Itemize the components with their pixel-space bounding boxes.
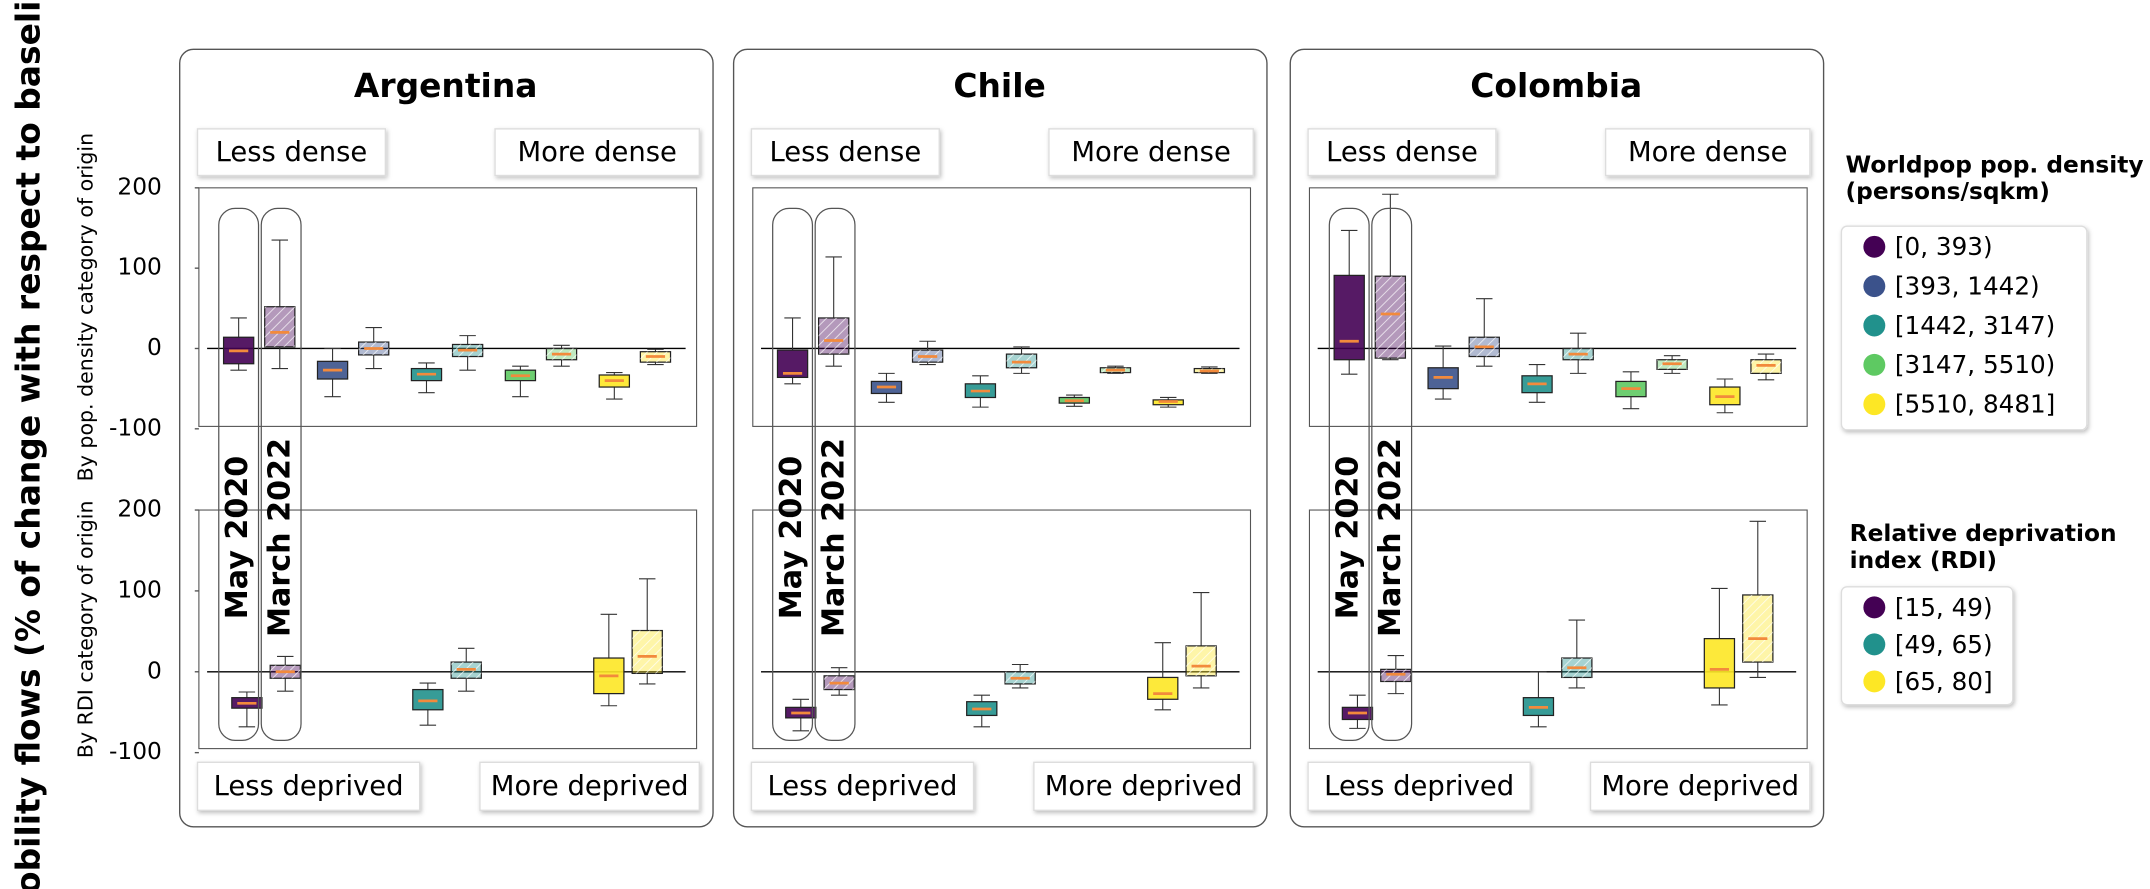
hatch — [1186, 645, 1217, 676]
country-frame — [179, 48, 714, 828]
left-label: Less dense — [216, 137, 368, 168]
box — [1147, 676, 1179, 700]
hatch — [264, 306, 295, 347]
label-box — [479, 761, 701, 811]
legend-swatch — [1863, 235, 1886, 258]
right-label: More deprived — [491, 771, 689, 802]
legend-box — [1840, 225, 2088, 431]
legend-swatch — [1863, 633, 1886, 656]
right-label: More deprived — [1601, 771, 1799, 802]
period-outline — [1371, 207, 1413, 741]
period-label: March 2022 — [1373, 438, 1408, 637]
left-label: Less deprived — [768, 771, 958, 802]
legend-label: [393, 1442) — [1895, 272, 2040, 301]
panel-frame — [198, 187, 698, 427]
y-tick-label: 100 — [117, 254, 161, 281]
right-label: More dense — [1628, 137, 1787, 168]
y-tick-label: 200 — [117, 496, 161, 523]
label-box — [1048, 128, 1254, 177]
label-box — [750, 128, 940, 177]
legend-label: [1442, 3147) — [1895, 311, 2055, 340]
label-box — [196, 128, 387, 177]
right-label: More deprived — [1045, 771, 1243, 802]
legend-swatch — [1863, 596, 1886, 619]
label-box — [750, 761, 975, 811]
country-title: Colombia — [1470, 66, 1642, 105]
box — [1703, 638, 1736, 689]
y-tick-label: -100 — [109, 414, 162, 441]
hatch — [1375, 276, 1406, 359]
y-tick-label: -100 — [109, 738, 162, 765]
panel-frame — [752, 509, 1252, 750]
right-label: More dense — [1071, 137, 1230, 168]
period-label: May 2020 — [1331, 456, 1366, 620]
period-outline — [260, 207, 302, 741]
label-box — [1307, 128, 1497, 177]
y-tick-label: 200 — [117, 173, 161, 200]
legend-label: [65, 80] — [1895, 667, 1993, 696]
country-frame — [732, 48, 1268, 828]
legend-swatch — [1863, 393, 1886, 416]
legend-label: [0, 393) — [1895, 232, 1993, 261]
label-box — [1307, 761, 1531, 811]
legend-title: index (RDI) — [1850, 547, 1997, 574]
country-title: Argentina — [354, 66, 538, 105]
panel-y-label: By pop. density category of origin — [73, 133, 97, 482]
label-box — [1033, 761, 1254, 811]
right-label: More dense — [517, 137, 676, 168]
label-box — [1604, 128, 1811, 177]
panel-frame — [1308, 187, 1808, 427]
panel-frame — [198, 509, 698, 750]
period-label: May 2020 — [774, 456, 809, 620]
period-outline — [772, 207, 814, 741]
panel-frame — [752, 187, 1252, 427]
y-tick-label: 100 — [117, 576, 161, 603]
period-label: March 2022 — [263, 438, 298, 637]
country-frame — [1289, 48, 1825, 828]
y-axis-title: Mobility flows (% of change with respect… — [9, 0, 48, 889]
period-outline — [814, 207, 856, 741]
label-box — [494, 128, 701, 177]
legend-title: Worldpop pop. density — [1846, 151, 2144, 178]
left-label: Less dense — [1326, 137, 1478, 168]
y-tick-label: 0 — [147, 657, 162, 684]
hatch — [818, 317, 849, 355]
hatch — [632, 630, 663, 674]
legend-swatch — [1863, 275, 1886, 298]
legend-swatch — [1863, 670, 1886, 693]
legend-box — [1840, 586, 2014, 706]
y-tick-label: 0 — [147, 334, 162, 361]
legend-label: [5510, 8481] — [1895, 390, 2055, 419]
legend-label: [3147, 5510) — [1895, 350, 2055, 379]
label-box — [1589, 761, 1811, 811]
hatch — [1742, 594, 1773, 663]
period-outline — [218, 207, 260, 741]
panel-y-label: By RDI category of origin — [73, 500, 97, 758]
panel-frame — [1308, 509, 1808, 750]
legend-title: (persons/sqkm) — [1846, 178, 2050, 205]
legend-swatch — [1863, 353, 1886, 376]
period-outline — [1328, 207, 1370, 741]
left-label: Less dense — [770, 137, 922, 168]
country-title: Chile — [953, 66, 1045, 105]
left-label: Less deprived — [1324, 771, 1514, 802]
legend-label: [49, 65) — [1895, 630, 1993, 659]
period-label: May 2020 — [220, 456, 255, 620]
box — [1333, 274, 1365, 361]
legend-label: [15, 49) — [1895, 593, 1993, 622]
legend-title: Relative deprivation — [1850, 520, 2117, 547]
label-box — [196, 761, 421, 811]
left-label: Less deprived — [214, 771, 404, 802]
legend-swatch — [1863, 314, 1886, 337]
period-label: March 2022 — [817, 438, 852, 637]
